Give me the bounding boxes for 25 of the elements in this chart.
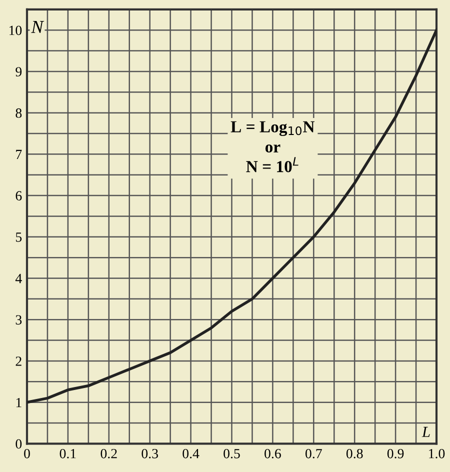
x-tick-label: 0.5 <box>224 448 240 458</box>
x-tick-label: 0.8 <box>346 448 363 458</box>
y-tick-label: 3 <box>16 315 22 325</box>
y-tick-label: 5 <box>16 232 22 242</box>
y-tick-label: 6 <box>16 191 22 200</box>
x-tick-label: 0.7 <box>306 448 322 458</box>
x-tick-label: 0.4 <box>182 448 200 458</box>
x-axis-title: L <box>422 426 430 437</box>
y-axis-title: N <box>31 21 44 33</box>
y-tick-label: 8 <box>16 108 22 118</box>
y-tick-label: 10 <box>9 26 22 36</box>
x-tick-label: 0 <box>24 448 30 458</box>
x-tick-label: 0.9 <box>387 448 404 458</box>
y-tick-label: 4 <box>15 274 22 284</box>
x-tick-label: 1.0 <box>429 448 445 458</box>
y-tick-label: 1 <box>16 398 22 408</box>
x-tick-label: 0.6 <box>264 448 281 458</box>
text: L = Log$_{10}$N or N = 10$^{L}$ <box>230 121 315 172</box>
x-tick-label: 0.3 <box>142 448 158 458</box>
y-tick-label: 9 <box>16 67 22 76</box>
y-tick-label: 0 <box>16 439 22 449</box>
y-tick-label: 2 <box>16 356 22 366</box>
x-tick-label: 0.1 <box>60 448 76 458</box>
x-tick-label: 0.2 <box>100 448 117 458</box>
y-tick-label: 7 <box>16 150 22 160</box>
